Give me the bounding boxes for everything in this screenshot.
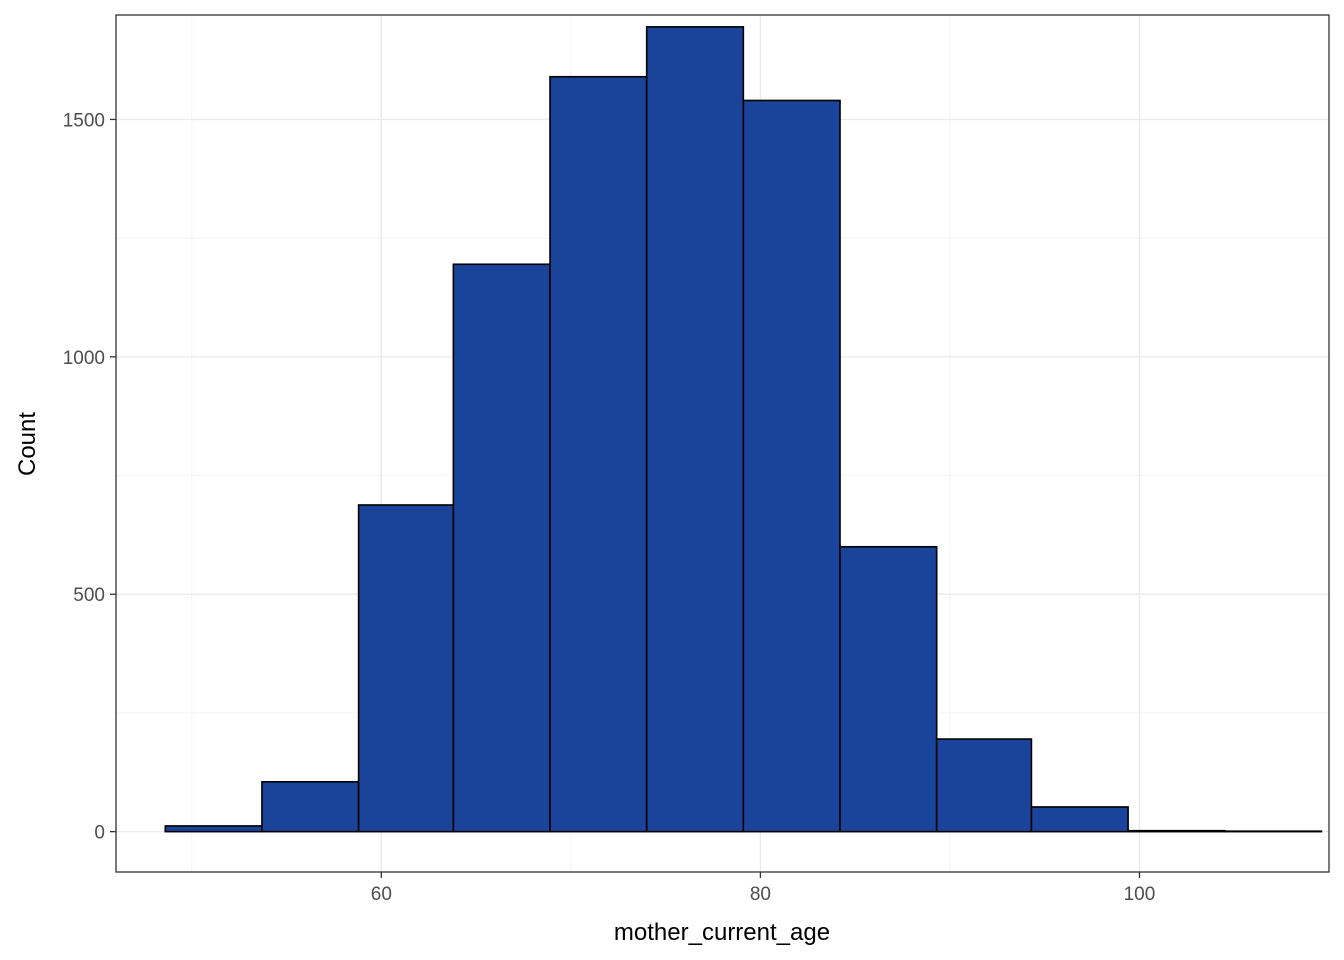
- y-tick-label: 1500: [63, 110, 105, 131]
- histogram-bar: [1127, 829, 1226, 833]
- panel-border: [115, 14, 1330, 873]
- histogram-bar: [549, 75, 648, 833]
- x-tick-label: 100: [1124, 884, 1156, 905]
- histogram-bar: [935, 738, 1033, 833]
- x-tick-label: 60: [371, 884, 392, 905]
- histogram-bar: [1030, 806, 1129, 833]
- histogram-bar: [742, 99, 841, 833]
- x-tick-label: 80: [750, 884, 771, 905]
- histogram-bars: [164, 26, 1323, 833]
- y-tick-label: 500: [73, 585, 105, 606]
- histogram-bar: [261, 780, 360, 833]
- histogram-bar: [839, 545, 938, 833]
- y-axis-title: Count: [14, 412, 41, 476]
- histogram-bar: [357, 504, 455, 833]
- histogram-bar: [164, 825, 263, 833]
- y-tick-label: 1000: [63, 348, 105, 369]
- x-axis-title: mother_current_age: [614, 919, 830, 946]
- y-axis: 0 500 1000 1500: [63, 110, 116, 844]
- x-axis: 60 80 100: [371, 872, 1156, 905]
- histogram-bar: [645, 26, 745, 833]
- histogram-bar: [452, 263, 551, 833]
- y-tick-label: 0: [94, 823, 105, 844]
